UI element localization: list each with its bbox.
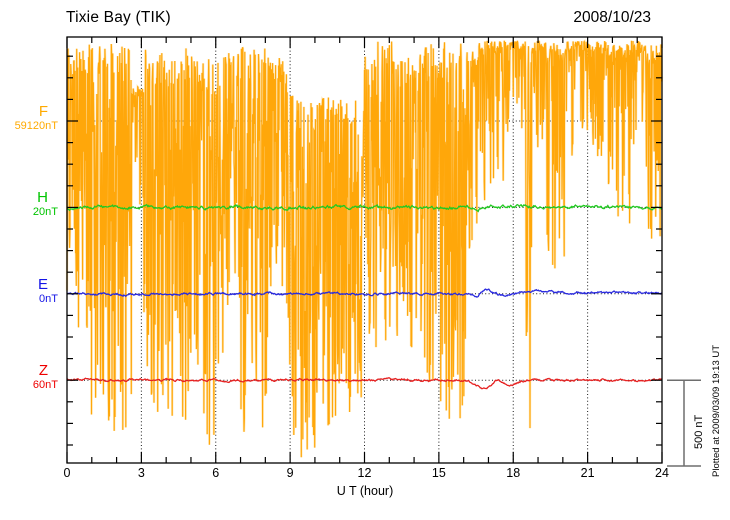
trace-Z [66, 376, 663, 390]
x-tick-label-18: 18 [506, 466, 521, 480]
x-tick-label-24: 24 [655, 466, 669, 480]
x-tick-label-0: 0 [63, 466, 71, 480]
x-tick-label-9: 9 [286, 466, 294, 480]
trace-E [66, 288, 663, 298]
plotted-at-note: Plotted at 2009/03/09 19:13 UT [711, 344, 722, 477]
x-tick-label-3: 3 [137, 466, 145, 480]
x-tick-label-12: 12 [357, 466, 372, 480]
trace-letter-F: F [38, 103, 48, 120]
trace-letter-H: H [37, 189, 48, 206]
x-tick-label-21: 21 [580, 466, 595, 480]
trace-label-Z: Z 60nT [0, 362, 58, 392]
trace-label-F: F 59120nT [0, 103, 58, 133]
page-title: Tixie Bay (TIK) [66, 9, 171, 26]
trace-letter-E: E [37, 276, 48, 293]
trace-baseline-H: 20nT [32, 206, 58, 218]
trace-H [66, 203, 662, 213]
trace-label-H: H 20nT [0, 189, 58, 219]
x-axis-title: U T (hour) [336, 484, 394, 498]
trace-letter-Z: Z [38, 362, 48, 379]
plot-date: 2008/10/23 [573, 9, 651, 26]
x-tick-label-15: 15 [431, 466, 446, 480]
x-tick-label-6: 6 [212, 466, 220, 480]
trace-baseline-F: 59120nT [14, 120, 58, 132]
trace-baseline-Z: 60nT [32, 379, 58, 391]
trace-baseline-E: 0nT [39, 293, 58, 305]
trace-label-E: E 0nT [0, 276, 58, 306]
scale-bar-label: 500 nT [693, 414, 705, 449]
trace-F [66, 40, 663, 458]
